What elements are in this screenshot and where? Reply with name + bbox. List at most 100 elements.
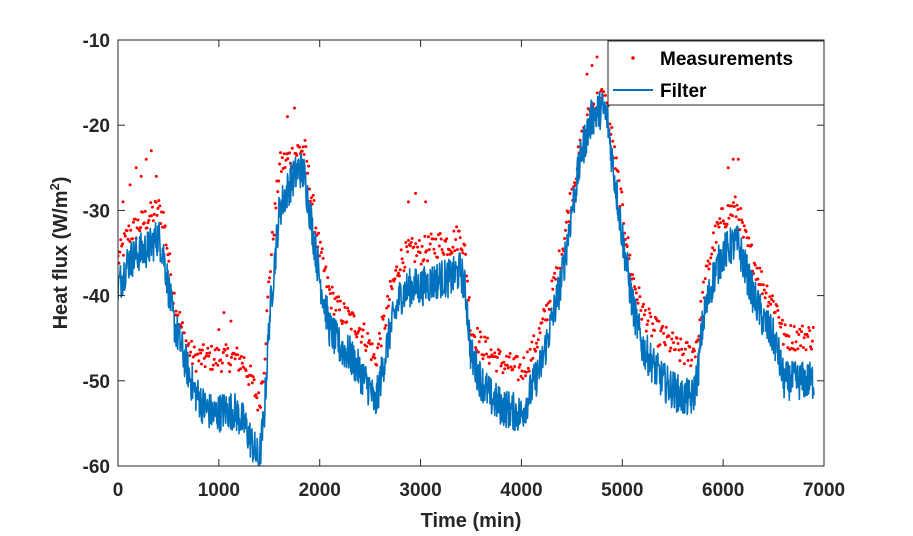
measurement-point [522,356,526,360]
measurement-point [180,321,184,325]
measurement-point [711,246,715,250]
measurement-point [664,325,668,329]
measurement-point [327,284,331,288]
measurement-point [809,347,813,351]
measurement-point [550,279,554,283]
measurement-point [760,292,764,296]
measurement-point [298,145,302,149]
y-tick-label: -30 [83,201,110,222]
measurement-point [379,344,383,348]
measurement-point [800,330,804,334]
measurement-point [417,239,421,243]
measurement-point [440,248,444,252]
measurement-point [775,304,779,308]
measurement-point [747,236,751,240]
measurement-point [648,311,652,315]
measurement-point [406,250,410,254]
x-tick-label: 5000 [601,480,643,501]
measurement-point [786,346,790,350]
measurement-point [525,350,529,354]
measurement-point [425,249,429,253]
measurement-point [331,291,335,295]
measurement-point [406,200,410,204]
measurement-point [269,270,272,274]
measurement-point [708,262,712,266]
measurement-point [675,336,679,340]
measurement-point [241,365,245,369]
measurement-point [399,248,403,252]
measurement-point [187,341,191,345]
measurement-point [454,237,458,241]
measurement-point [387,304,390,308]
measurement-point [621,203,625,207]
measurement-point [527,369,531,373]
measurement-point [603,93,607,97]
measurement-point [194,369,198,373]
measurement-point [789,323,793,327]
measurement-point [401,261,405,265]
measurement-point [375,363,379,367]
measurement-point [317,231,321,235]
measurement-point [191,355,195,359]
measurement-point [386,294,390,298]
measurement-point [600,87,604,91]
measurement-point [337,308,341,312]
measurement-point [267,280,271,284]
measurement-point [319,251,323,255]
measurement-point [736,208,740,212]
measurement-point [481,357,485,361]
measurement-point [798,327,802,331]
measurement-point [157,198,161,202]
measurement-point [602,90,606,94]
measurement-point [254,393,258,397]
measurement-point [639,308,643,312]
measurement-point [361,328,365,332]
measurement-point [797,333,801,337]
measurement-point [670,337,674,341]
measurement-point [529,358,533,362]
measurement-point [732,204,736,208]
measurement-point [544,303,548,307]
measurement-point [519,374,523,378]
measurement-point [780,318,784,322]
measurement-point [447,248,451,252]
measurement-point [431,237,435,241]
measurement-point [397,274,401,278]
measurement-point [489,348,493,352]
measurement-point [667,334,671,338]
measurement-point [409,241,413,245]
measurement-point [717,225,721,229]
measurement-point [308,187,312,191]
measurement-point [663,343,667,347]
measurement-point [390,287,394,291]
measurement-point [737,218,741,222]
measurement-point [677,348,681,352]
measurement-point [264,342,268,346]
measurement-point [229,319,233,323]
measurement-point [640,317,644,321]
measurement-point [178,310,182,314]
measurement-point [219,358,223,362]
measurement-point [727,216,731,220]
measurement-point [131,237,135,241]
measurement-point [524,374,528,378]
measurement-point [760,269,764,273]
measurement-point [197,359,201,363]
measurement-point [741,235,745,239]
measurement-point [566,211,570,215]
measurement-point [478,330,482,334]
measurement-point [200,348,204,352]
measurement-point [382,314,386,318]
measurement-point [217,328,221,332]
measurement-point [563,236,567,240]
measurement-point [351,312,355,316]
measurement-point [217,348,221,352]
measurement-point [203,365,207,369]
measurement-point [688,345,692,349]
measurement-point [410,236,414,240]
measurement-point [389,284,393,288]
measurement-point [769,302,773,306]
measurement-point [163,224,167,228]
measurement-point [269,253,273,257]
measurement-point [235,346,239,350]
